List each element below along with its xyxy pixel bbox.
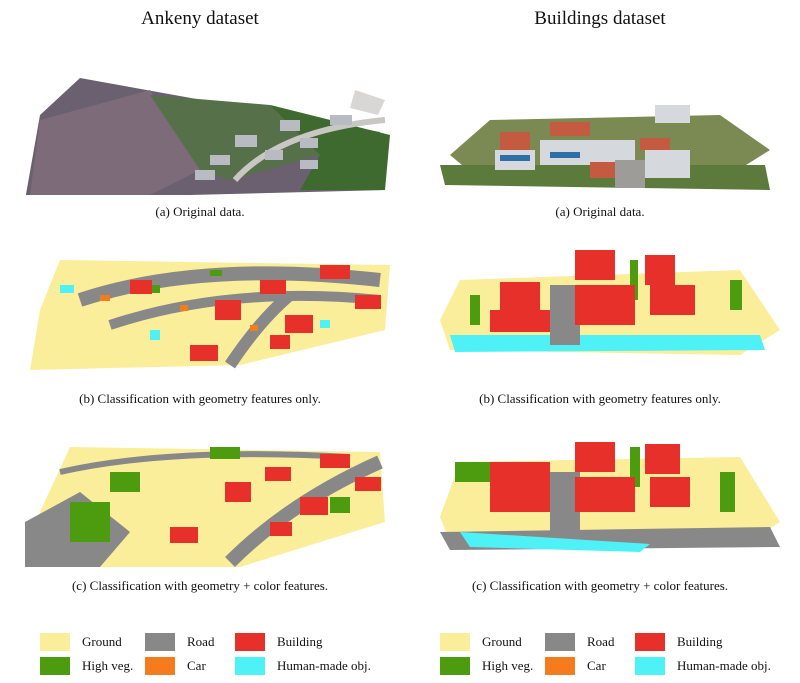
legend-swatch-high-veg xyxy=(40,657,70,675)
legend-swatch-ground xyxy=(40,633,70,651)
buildings-legend: Ground Road Building High veg. Car Human… xyxy=(400,630,800,680)
ankeny-classification-geometry-image xyxy=(0,240,400,375)
ankeny-caption-c: (c) Classification with geometry + color… xyxy=(71,578,329,593)
ankeny-caption-a: (a) Original data. xyxy=(155,204,245,219)
legend-item-car: Car xyxy=(545,657,606,675)
legend-item-road: Road xyxy=(545,633,614,651)
buildings-caption-c: (c) Classification with geometry + color… xyxy=(471,578,729,593)
buildings-column-title: Buildings dataset xyxy=(534,8,666,29)
buildings-original-image xyxy=(400,60,800,195)
buildings-caption-a: (a) Original data. xyxy=(555,204,645,219)
legend-item-building: Building xyxy=(635,633,723,651)
legend-item-high-veg: High veg. xyxy=(40,657,133,675)
ankeny-caption-b: (b) Classification with geometry feature… xyxy=(79,391,321,406)
legend-swatch-car xyxy=(145,657,175,675)
legend-item-human-made: Human-made obj. xyxy=(235,657,371,675)
legend-swatch-road xyxy=(145,633,175,651)
legend-swatch-human-made xyxy=(235,657,265,675)
legend-swatch-building xyxy=(635,633,665,651)
legend-swatch-road xyxy=(545,633,575,651)
buildings-caption-b: (b) Classification with geometry feature… xyxy=(479,391,721,406)
legend-item-building: Building xyxy=(235,633,323,651)
legend-item-road: Road xyxy=(145,633,214,651)
ankeny-column-title: Ankeny dataset xyxy=(141,8,259,29)
legend-item-ground: Ground xyxy=(40,633,122,651)
ankeny-classification-geometry-color-image xyxy=(0,432,400,567)
legend-item-ground: Ground xyxy=(440,633,522,651)
ankeny-original-image xyxy=(0,60,400,195)
buildings-classification-geometry-image xyxy=(400,240,800,375)
legend-swatch-car xyxy=(545,657,575,675)
ankeny-legend: Ground Road Building High veg. Car Human… xyxy=(0,630,400,680)
legend-swatch-human-made xyxy=(635,657,665,675)
legend-item-human-made: Human-made obj. xyxy=(635,657,771,675)
legend-swatch-building xyxy=(235,633,265,651)
buildings-classification-geometry-color-image xyxy=(400,432,800,567)
legend-item-high-veg: High veg. xyxy=(440,657,533,675)
legend-swatch-high-veg xyxy=(440,657,470,675)
legend-item-car: Car xyxy=(145,657,206,675)
legend-swatch-ground xyxy=(440,633,470,651)
